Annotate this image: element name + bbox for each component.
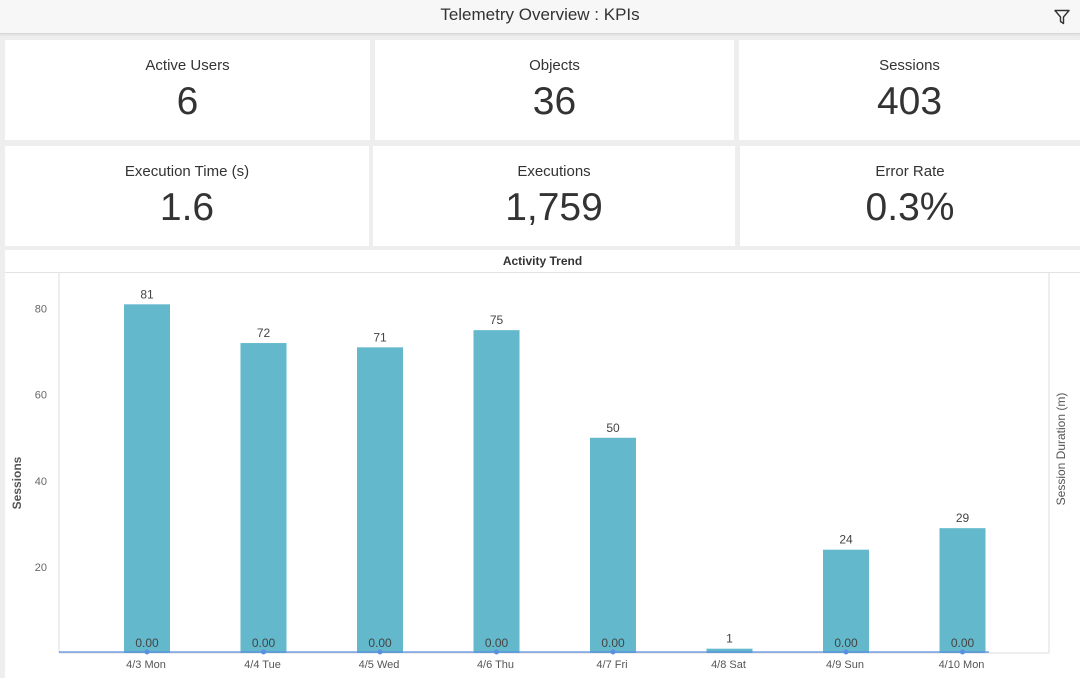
kpi-value: 403 [876,80,943,123]
bar-value-label: 1 [726,632,733,646]
kpi-value: 1,759 [505,186,603,229]
duration-point[interactable] [960,649,965,655]
bar-7[interactable] [823,549,869,653]
y-axis-title: Sessions [10,456,24,509]
header-bar: Telemetry Overview : KPIs [0,0,1080,34]
x-tick-label: 4/7 Fri [596,659,627,671]
y-tick-label: 80 [35,304,47,316]
filter-icon[interactable] [1053,8,1071,26]
kpi-tile-active-users: Active Users 6 [5,40,370,140]
y-tick-label: 60 [35,390,47,402]
y-tick-label: 40 [35,476,47,488]
kpi-value: 6 [176,80,199,123]
bar-value-label: 75 [490,313,504,327]
x-tick-label: 4/10 Mon [939,659,985,671]
bar-4[interactable] [473,330,520,653]
kpi-label: Error Rate [875,163,945,180]
y2-axis-title: Session Duration (m) [1054,393,1068,506]
kpi-tile-sessions: Sessions 403 [739,40,1080,140]
duration-point[interactable] [494,649,499,655]
bar-2[interactable] [240,343,287,653]
x-tick-label: 4/9 Sun [826,659,864,671]
activity-trend-chart: 20 40 60 80 Sessions Session Duration (m) 81 7… [10,273,1068,671]
kpi-tile-objects: Objects 36 [375,40,734,140]
duration-point[interactable] [843,649,849,655]
duration-point[interactable] [610,649,616,655]
kpi-tile-executions: Executions 1,759 [373,146,735,246]
kpi-value: 0.3% [865,186,955,229]
activity-trend-panel: Activity Trend 20 40 60 80 Sessions Session D… [5,250,1080,678]
bar-value-label: 72 [257,326,271,340]
kpi-tile-error-rate: Error Rate 0.3% [740,146,1080,246]
duration-value-label: 0.00 [951,636,975,650]
bar-value-label: 81 [140,287,154,301]
x-tick-label: 4/8 Sat [711,659,746,671]
duration-point[interactable] [261,649,266,655]
kpi-label: Execution Time (s) [124,163,250,180]
x-tick-label: 4/6 Thu [477,659,514,671]
duration-value-label: 0.00 [601,636,625,650]
duration-value-label: 0.00 [135,636,159,650]
bar-1[interactable] [124,304,170,653]
y-tick-label: 20 [35,562,47,574]
bar-3[interactable] [357,347,403,653]
bar-value-label: 24 [839,533,853,547]
duration-point[interactable] [144,649,150,655]
bar-value-label: 71 [373,330,387,344]
kpi-label: Executions [517,163,591,180]
x-tick-label: 4/3 Mon [126,659,166,671]
chart-title-bar: Activity Trend [5,250,1080,273]
page-title: Telemetry Overview : KPIs [440,5,640,24]
bar-value-label: 29 [956,511,970,525]
x-tick-label: 4/5 Wed [359,659,400,671]
kpi-label: Sessions [879,57,940,74]
kpi-value: 36 [532,80,577,123]
duration-value-label: 0.00 [252,636,276,650]
kpi-value: 1.6 [159,186,215,229]
kpi-tile-execution-time: Execution Time (s) 1.6 [5,146,369,246]
chart-title: Activity Trend [502,254,583,268]
bar-5[interactable] [590,437,636,653]
kpi-label: Objects [529,57,580,74]
bar-6[interactable] [706,648,753,653]
duration-value-label: 0.00 [834,636,858,650]
duration-point[interactable] [377,649,383,655]
bar-value-label: 50 [606,421,620,435]
kpi-label: Active Users [145,57,230,74]
bar-8[interactable] [939,528,986,653]
x-tick-label: 4/4 Tue [244,659,281,671]
duration-value-label: 0.00 [485,636,509,650]
duration-value-label: 0.00 [368,636,392,650]
